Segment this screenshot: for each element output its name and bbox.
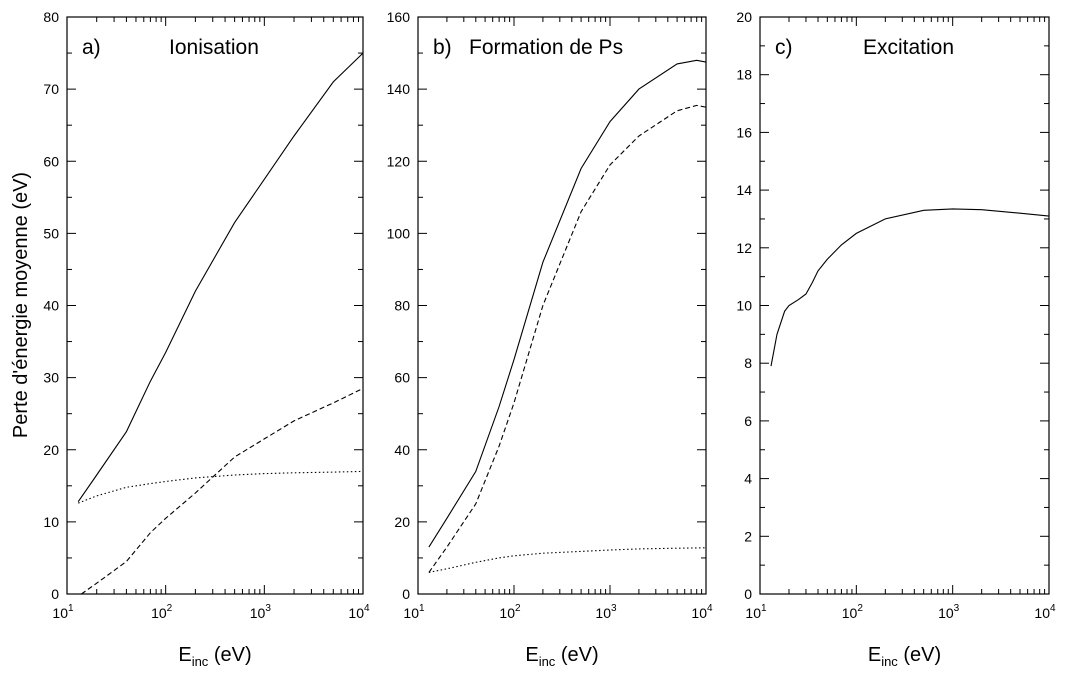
panel-a-title: Ionisation bbox=[169, 36, 259, 59]
panel-a-xlabel-sub: inc bbox=[192, 654, 209, 669]
y-tick-label: 14 bbox=[736, 182, 752, 198]
y-tick-label: 2 bbox=[744, 528, 752, 544]
series-solid-line bbox=[77, 52, 364, 503]
y-tick-label: 16 bbox=[736, 124, 752, 140]
y-tick-label: 140 bbox=[387, 81, 411, 97]
y-tick-label: 120 bbox=[387, 153, 411, 169]
panel-c-xlabel: Einc (eV) bbox=[868, 644, 941, 669]
x-tick-label: 103 bbox=[938, 603, 960, 621]
panel-c-xlabel-unit: (eV) bbox=[898, 644, 941, 666]
y-tick-label: 160 bbox=[387, 9, 411, 25]
x-tick-label: 104 bbox=[1034, 603, 1056, 621]
y-tick-label: 8 bbox=[744, 355, 752, 371]
panel-a-xlabel-unit: (eV) bbox=[208, 644, 251, 666]
y-tick-label: 40 bbox=[43, 298, 59, 314]
x-tick-label: 101 bbox=[745, 603, 767, 621]
y-tick-label: 4 bbox=[744, 471, 752, 487]
y-axis-label: Perte d'énergie moyenne (eV) bbox=[10, 172, 32, 438]
y-tick-label: 18 bbox=[736, 67, 752, 83]
panel-a-xlabel: Einc (eV) bbox=[178, 644, 251, 669]
y-tick-label: 40 bbox=[394, 442, 410, 458]
x-tick-exponent: 4 bbox=[707, 603, 713, 614]
y-tick-label: 10 bbox=[43, 514, 59, 530]
panel-b-xlabel-sub: inc bbox=[539, 654, 556, 669]
panel-c-xlabel-sub: inc bbox=[881, 654, 898, 669]
series-dashed-line bbox=[81, 387, 364, 595]
y-tick-label: 70 bbox=[43, 81, 59, 97]
series-solid-line bbox=[770, 208, 1050, 367]
series-dotted-line bbox=[78, 470, 364, 504]
x-tick-label: 101 bbox=[52, 603, 74, 621]
y-tick-label: 6 bbox=[744, 413, 752, 429]
x-tick-exponent: 4 bbox=[364, 603, 370, 614]
panel-b-xlabel: Einc (eV) bbox=[525, 644, 598, 669]
x-tick-exponent: 2 bbox=[857, 603, 863, 614]
panel-b-frame bbox=[417, 16, 707, 595]
x-tick-exponent: 2 bbox=[515, 603, 521, 614]
panel-b-title: Formation de Ps bbox=[469, 36, 623, 59]
x-tick-exponent: 1 bbox=[761, 603, 767, 614]
y-tick-label: 0 bbox=[51, 586, 59, 602]
y-tick-label: 100 bbox=[387, 225, 411, 241]
x-tick-exponent: 1 bbox=[68, 603, 74, 614]
panel-ionisation: 0 10 20 30 40 50 60 70 80 101 102 103 104 a) Ionisatio… bbox=[43, 9, 370, 669]
y-tick-label: 10 bbox=[736, 298, 752, 314]
y-tick-label: 80 bbox=[394, 298, 410, 314]
panel-c-frame bbox=[759, 16, 1050, 595]
y-tick-label: 50 bbox=[43, 225, 59, 241]
panel-c-title: Excitation bbox=[863, 36, 954, 59]
panel-a-frame bbox=[66, 16, 364, 595]
x-tick-exponent: 3 bbox=[954, 603, 960, 614]
panel-c-label: c) bbox=[775, 36, 793, 59]
x-tick-label: 103 bbox=[595, 603, 617, 621]
x-tick-label: 102 bbox=[499, 603, 521, 621]
x-tick-label: 103 bbox=[250, 603, 272, 621]
series-dotted-line bbox=[428, 547, 707, 573]
x-tick-label: 102 bbox=[842, 603, 864, 621]
y-tick-label: 20 bbox=[394, 514, 410, 530]
series-dashed-line bbox=[428, 104, 707, 573]
y-tick-label: 20 bbox=[736, 9, 752, 25]
x-tick-exponent: 2 bbox=[167, 603, 173, 614]
y-tick-label: 0 bbox=[402, 586, 410, 602]
y-tick-label: 60 bbox=[394, 370, 410, 386]
x-tick-label: 102 bbox=[151, 603, 173, 621]
y-tick-label: 20 bbox=[43, 442, 59, 458]
x-tick-exponent: 4 bbox=[1050, 603, 1056, 614]
y-tick-label: 30 bbox=[43, 370, 59, 386]
panel-b-label: b) bbox=[433, 36, 452, 59]
x-tick-label: 101 bbox=[403, 603, 425, 621]
panel-b-xlabel-unit: (eV) bbox=[555, 644, 598, 666]
y-tick-label: 80 bbox=[43, 9, 59, 25]
x-tick-label: 104 bbox=[691, 603, 713, 621]
panel-formation-ps: 0 20 40 60 80 100 120 140 160 101 102 103 104 b) Forma… bbox=[387, 9, 713, 669]
x-tick-exponent: 1 bbox=[419, 603, 425, 614]
panel-a-label: a) bbox=[82, 36, 101, 59]
series-solid-line bbox=[428, 59, 707, 548]
x-tick-exponent: 3 bbox=[265, 603, 271, 614]
y-tick-label: 60 bbox=[43, 153, 59, 169]
x-tick-exponent: 3 bbox=[611, 603, 617, 614]
y-tick-label: 0 bbox=[744, 586, 752, 602]
y-tick-label: 12 bbox=[736, 240, 752, 256]
x-tick-label: 104 bbox=[348, 603, 370, 621]
